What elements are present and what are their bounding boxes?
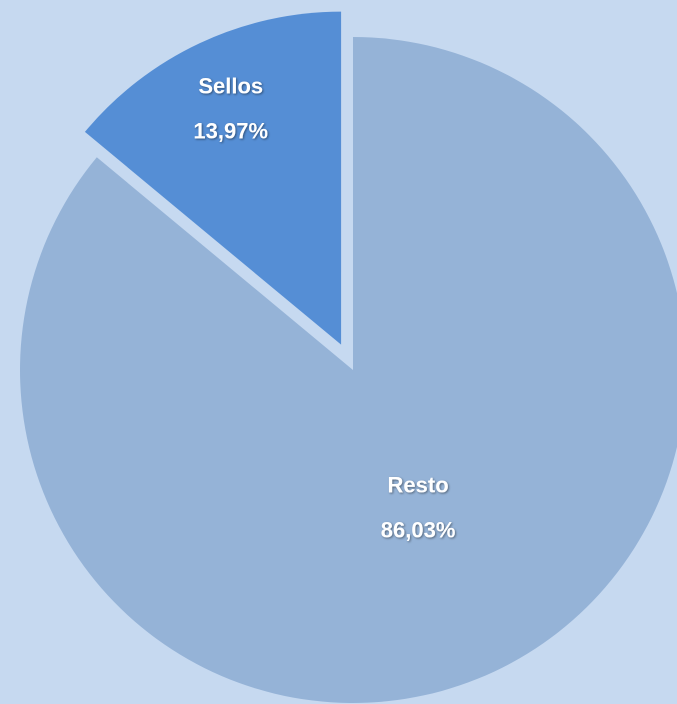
slice-category-label: Resto xyxy=(388,472,449,497)
slice-value-label: 13,97% xyxy=(193,118,268,143)
slice-value-label: 86,03% xyxy=(381,517,456,542)
pie-slice xyxy=(84,11,342,345)
slice-category-label: Sellos xyxy=(198,73,263,98)
pie-slice xyxy=(20,37,677,703)
